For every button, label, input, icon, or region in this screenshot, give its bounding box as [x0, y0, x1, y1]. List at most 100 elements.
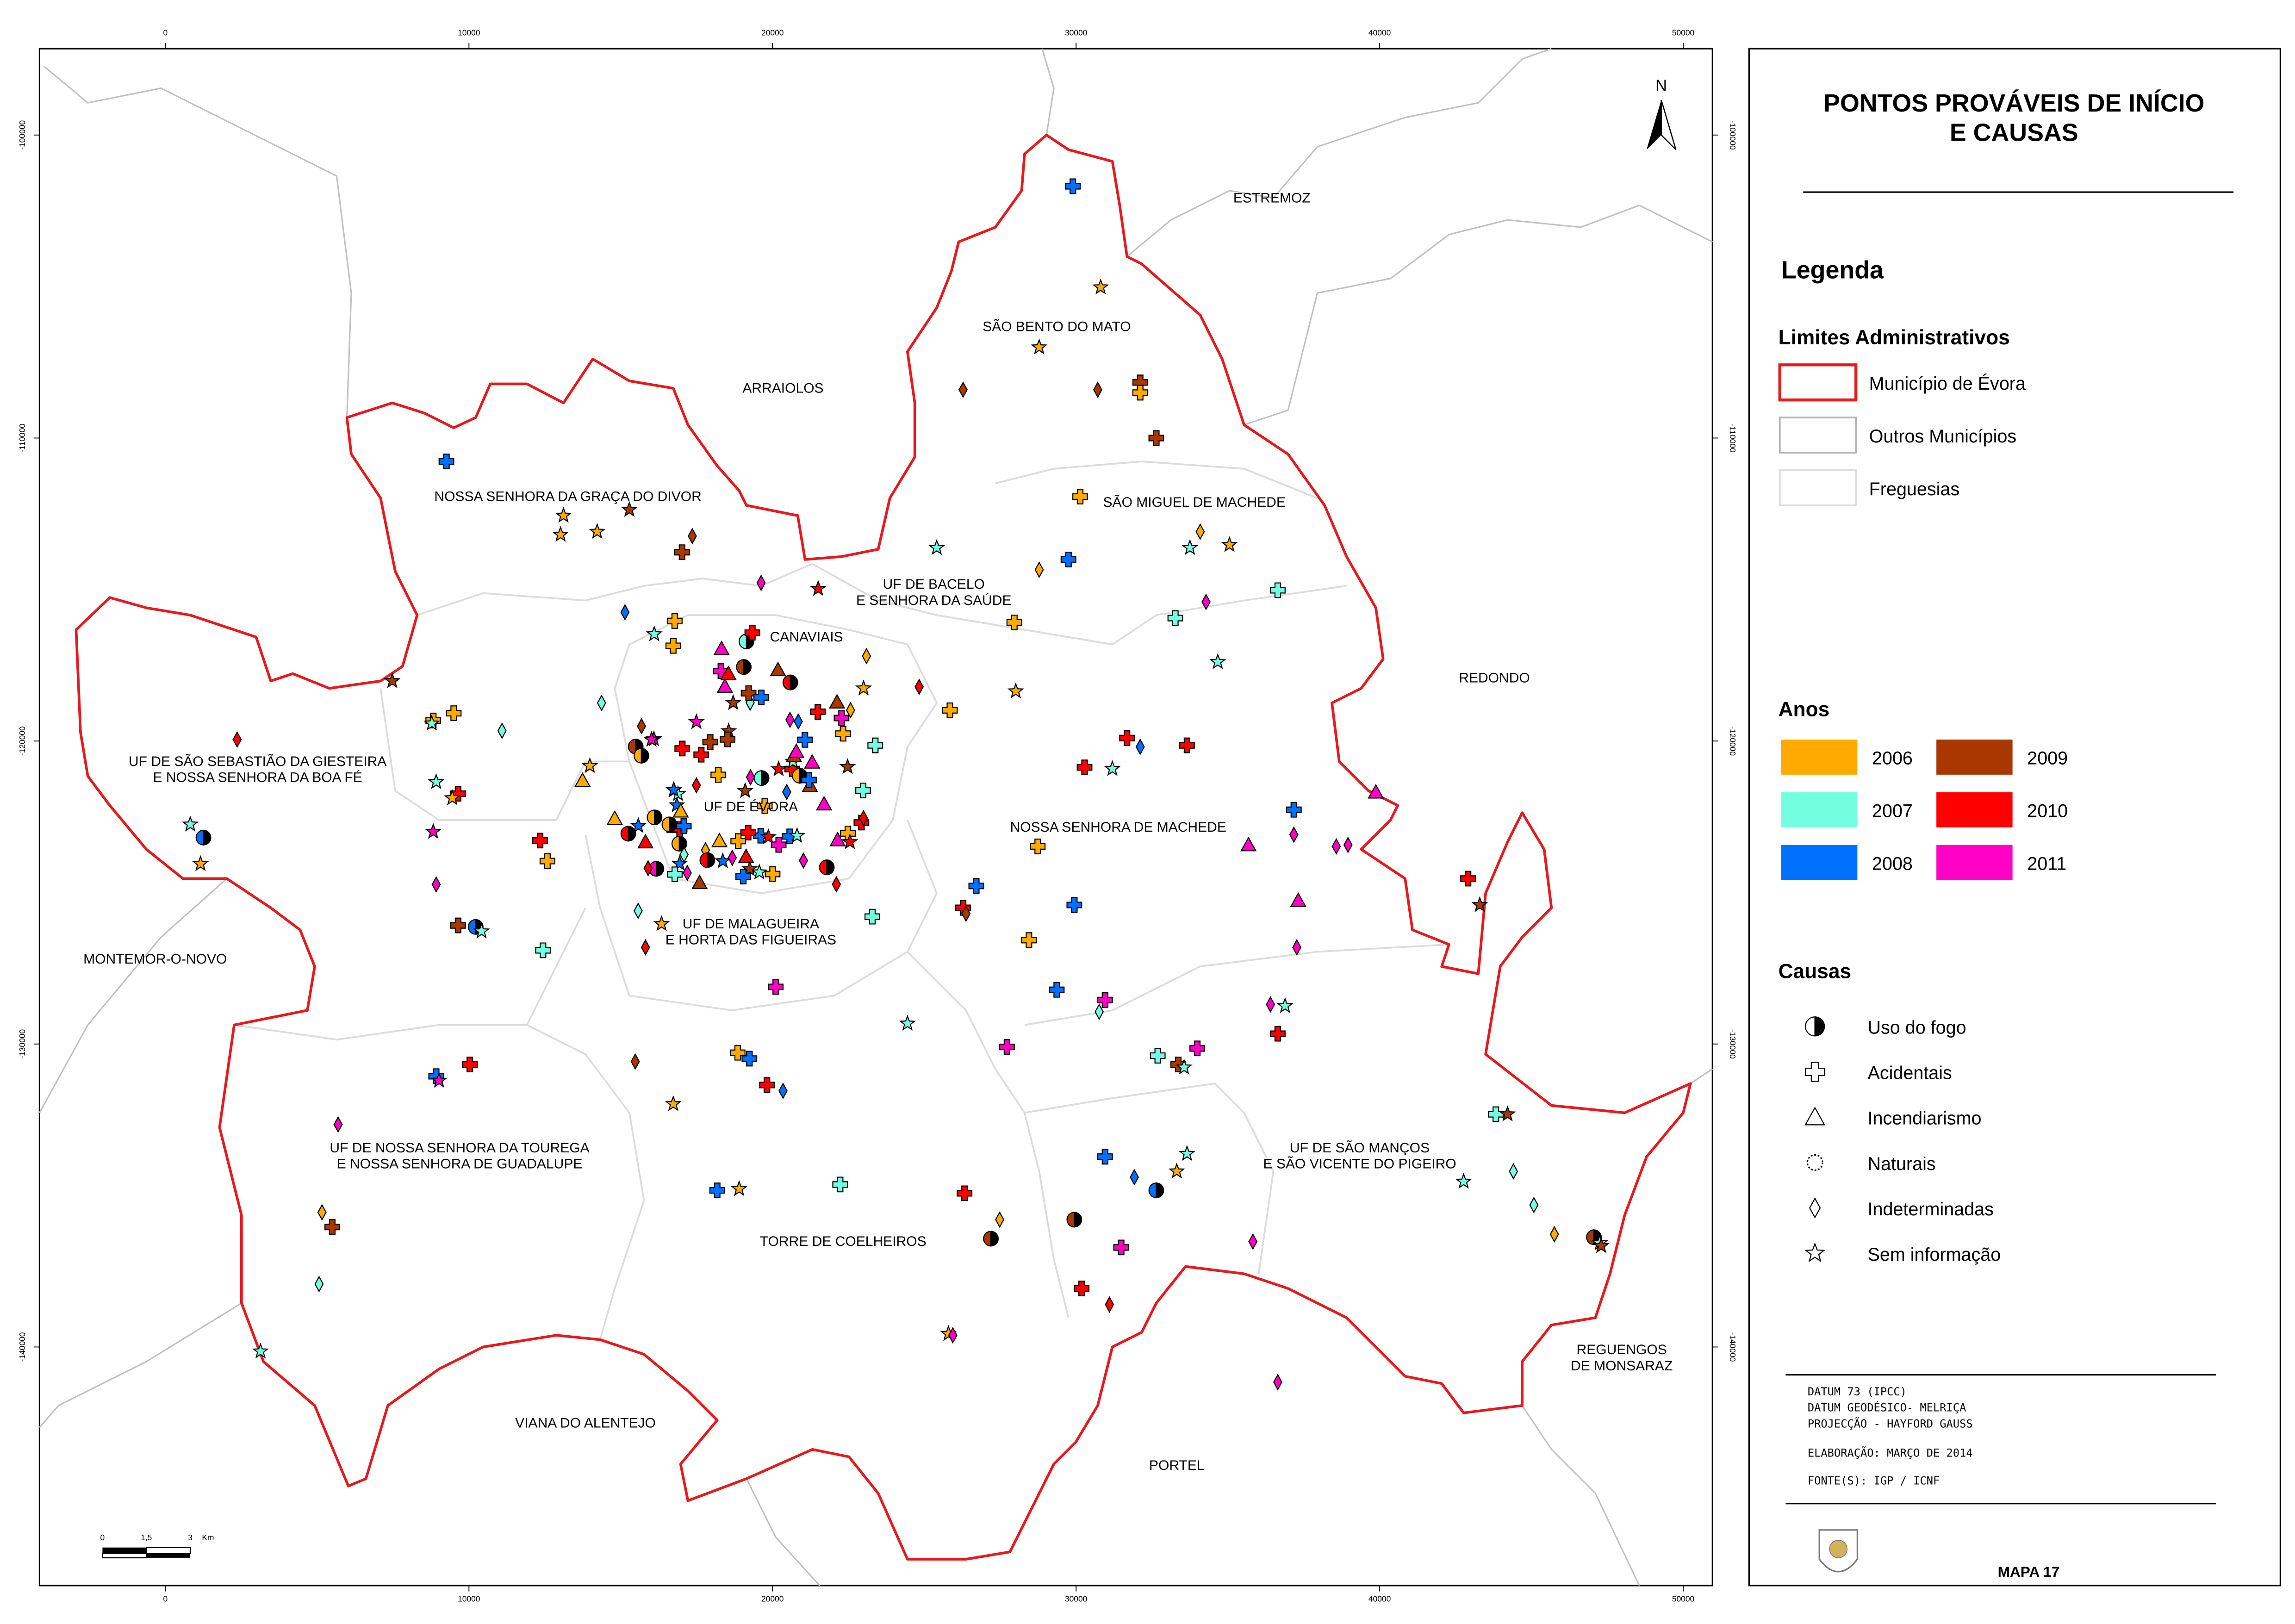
symbol-star [425, 823, 442, 839]
symbol-fire-left [736, 659, 745, 675]
symbol-fire-right [990, 1231, 999, 1247]
symbol-star [1031, 338, 1048, 355]
symbol-star [1175, 1058, 1193, 1075]
symbol-diamond [630, 1053, 640, 1070]
occurrence [744, 625, 760, 641]
symbol-cross [740, 685, 757, 701]
occurrence [665, 638, 681, 654]
symbol-star [1182, 539, 1199, 555]
symbol-triangle [716, 678, 734, 693]
symbol-cross [801, 772, 817, 788]
symbol-triangle [606, 810, 623, 825]
occurrence [1148, 1182, 1164, 1198]
symbol-triangle [828, 694, 846, 709]
cause-label: Indeterminadas [1868, 1199, 1994, 1220]
symbol-star [668, 796, 685, 813]
cause-symbol [1804, 1107, 1826, 1126]
occurrence [665, 1095, 682, 1111]
occurrence [713, 640, 730, 655]
symbol-cross [535, 942, 551, 958]
year-swatch [1781, 845, 1858, 880]
scale-bar: 0 1,5 3 Km [100, 1533, 214, 1559]
legend-panel: PONTOS PROVÁVEIS DE INÍCIO E CAUSAS Lege… [1748, 48, 2281, 1587]
symbol-diamond [1195, 523, 1205, 540]
symbol-cross [730, 833, 746, 849]
symbol-triangle [738, 848, 754, 863]
occurrence [1179, 737, 1195, 753]
place-label: E HORTA DAS FIGUEIRAS [665, 933, 836, 948]
occurrence [1273, 1374, 1282, 1391]
symbol-diamond [620, 604, 630, 621]
occurrence [683, 864, 692, 882]
symbol-cross [1189, 1040, 1205, 1057]
symbol-star [789, 827, 806, 843]
y-tick-label: -110000 [18, 423, 27, 452]
occurrence [667, 613, 683, 629]
symbol-fire-right [1156, 1182, 1164, 1198]
symbol-star [1168, 1162, 1185, 1179]
occurrence [1065, 178, 1081, 194]
symbol-diamond [683, 864, 692, 882]
symbol-triangle [711, 832, 728, 847]
symbol-star [737, 782, 754, 798]
symbol-diamond [995, 1211, 1005, 1228]
occurrence [633, 902, 643, 920]
place-label: CANAVIAIS [770, 629, 843, 645]
symbol-cross [720, 731, 735, 747]
place-label: UF DE BACELO [883, 577, 985, 592]
symbol-cross [709, 1182, 725, 1198]
occurrence [574, 772, 591, 787]
causes-heading: Causas [1779, 960, 1851, 983]
y-tick-label: -100000 [1728, 120, 1737, 150]
symbol-star [725, 694, 742, 710]
symbol-star [855, 679, 872, 696]
occurrence [1030, 838, 1046, 854]
occurrence [1488, 1106, 1504, 1122]
occurrence [759, 1077, 775, 1093]
occurrence [702, 734, 718, 750]
occurrence [630, 817, 647, 833]
scale-segment [145, 1547, 191, 1554]
x-tick-label: 50000 [1672, 1594, 1694, 1604]
symbol-diamond [862, 647, 871, 665]
map-frame: N 0 1,5 3 Km [38, 48, 1713, 1587]
occurrence [957, 1185, 973, 1201]
occurrence [828, 694, 846, 709]
symbol-cross [1060, 552, 1076, 567]
occurrence [1021, 932, 1037, 948]
x-tick-label: 0 [163, 28, 168, 37]
symbol-triangle [1290, 892, 1306, 907]
symbol-diamond [633, 902, 643, 920]
x-tick-label: 40000 [1368, 1594, 1391, 1604]
occurrence [740, 825, 756, 840]
occurrence [804, 753, 821, 769]
scale-segment [102, 1553, 147, 1559]
symbol-diamond [1331, 838, 1341, 855]
occurrence [785, 711, 795, 728]
symbol-star [621, 501, 638, 517]
north-arrow: N [1646, 77, 1677, 150]
occurrence [314, 1276, 324, 1293]
symbol-star [1455, 1173, 1472, 1189]
occurrence [846, 702, 855, 719]
occurrence [809, 580, 827, 596]
symbol-cross [832, 1176, 848, 1193]
occurrence [709, 1182, 725, 1198]
cause-symbol [1809, 1197, 1821, 1219]
occurrence [728, 849, 737, 866]
symbol-fire-left [983, 1231, 992, 1247]
symbol-cross [1119, 730, 1135, 746]
occurrence [867, 737, 883, 753]
north-label: N [1655, 77, 1667, 95]
place-labels: ESTREMOZ ARRAIOLOS SÃO BENTO DO MATO NOSSA … [83, 190, 1673, 1473]
place-label: SÃO BENTO DO MATO [983, 319, 1131, 335]
x-tick-label: 40000 [1368, 28, 1391, 37]
cause-symbol [1806, 1154, 1823, 1171]
symbol-cross [539, 853, 555, 869]
occurrence [1105, 1296, 1114, 1313]
symbol-cross [450, 917, 466, 933]
symbol-diamond [1809, 1197, 1821, 1219]
symbol-star [899, 1014, 916, 1031]
occurrence [1006, 615, 1022, 630]
symbol-cross [450, 786, 466, 802]
